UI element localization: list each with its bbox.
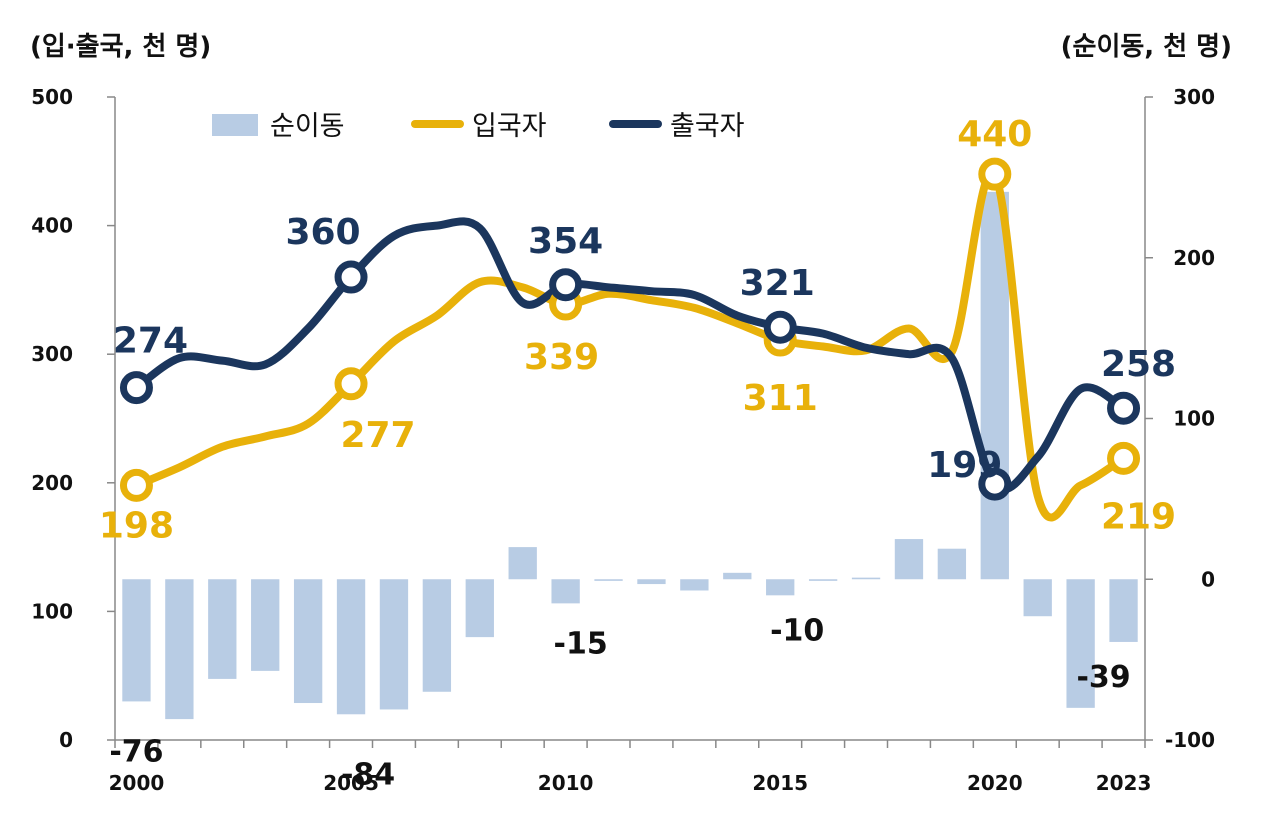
arrivals-label-2005: 277 [340,415,415,456]
net-bar-2023 [1109,579,1138,642]
arrivals-marker-2020 [978,157,1012,191]
x-tick-label: 2023 [1096,771,1152,795]
net-bar-2009 [508,547,537,580]
right-axis-unit-label: (순이동, 천 명) [1060,32,1232,62]
arrivals-marker-2005 [334,367,368,401]
right-tick-label: 0 [1201,567,1215,591]
departures-label-2023: 258 [1101,344,1176,385]
left-tick-label: 100 [31,599,73,623]
departures-marker-2010 [549,268,583,302]
arrivals-label-2015: 311 [743,378,818,419]
net-bar-2013 [680,579,709,591]
net-bar-2019 [937,548,967,580]
net-label-2010: -15 [554,626,608,661]
net-bar-2003 [251,579,280,671]
x-tick-label: 2000 [109,771,165,795]
x-tick-label: 2015 [752,771,808,795]
net-bar-2017 [851,577,881,580]
net-bar-2001 [165,579,194,720]
right-tick-label: 200 [1173,246,1215,270]
net-bar-2010 [551,579,580,604]
highlight-markers [119,157,1141,502]
arrivals-label-2020: 440 [957,114,1032,155]
legend: 순이동 입국자 출국자 [212,111,745,142]
net-bar-2012 [637,579,666,585]
departures-label-2005: 360 [285,212,360,253]
arrivals-label-2023: 219 [1101,496,1176,537]
left-axis-unit-label: (입·출국, 천 명) [30,32,212,62]
departures-marker-2005 [334,260,368,294]
arrivals-marker-2023 [1107,441,1141,475]
departures-marker-2020 [978,467,1012,501]
x-tick-label: 2005 [323,771,379,795]
net-bar-2005 [336,579,366,715]
net-bar-2018 [894,539,924,580]
net-bar-2011 [594,579,623,581]
departures-marker-2000 [119,371,153,405]
net-bar-2015 [766,579,795,596]
x-tick-label: 2020 [967,771,1023,795]
net-label-2015: -10 [770,613,824,648]
arrivals-label-2000: 198 [99,505,174,546]
legend-label-net: 순이동 [270,111,345,142]
legend-label-departures: 출국자 [670,111,745,142]
net-label-2000: -76 [109,734,163,769]
departures-label-2000: 274 [113,321,188,362]
departures-label-2010: 354 [528,221,603,262]
x-tick-label: 2010 [538,771,594,795]
right-tick-label: 100 [1173,407,1215,431]
right-tick-label: 300 [1173,85,1215,109]
net-bar-2008 [465,579,494,638]
net-bar-2007 [422,579,452,692]
net-bar-2022 [1066,579,1095,708]
departures-label-2020: 199 [927,445,1002,486]
net-bar-2006 [379,579,409,710]
net-bar-2016 [808,579,838,581]
left-tick-label: 500 [31,85,73,109]
net-bar-2021 [1023,579,1052,617]
legend-swatch-net [212,114,258,136]
right-tick-label: -100 [1165,728,1215,752]
left-tick-label: 400 [31,214,73,238]
left-tick-label: 200 [31,471,73,495]
left-tick-label: 300 [31,342,73,366]
net-bar-2004 [293,579,323,704]
legend-label-arrivals: 입국자 [472,111,547,142]
net-migration-bars [122,191,1138,720]
departures-line [132,217,1128,494]
arrivals-marker-2000 [119,468,153,502]
net-bar-2000 [122,579,151,702]
net-bar-2002 [208,579,237,679]
data-labels: 198 274 -76 277 360 -84 339 354 -15 311 321 -10 440 1… [99,114,1176,792]
departures-marker-2015 [763,310,797,344]
arrivals-label-2010: 339 [524,337,599,378]
departures-label-2015: 321 [740,263,815,304]
net-bar-2014 [723,572,752,580]
left-tick-label: 0 [59,728,73,752]
net-label-2005: -84 [341,757,395,792]
departures-marker-2023 [1107,391,1141,425]
chart-axes: 0 100 200 300 400 500 -100 0 100 200 300 2000 2005 20… [31,85,1215,795]
net-label-2023: -39 [1076,660,1130,695]
net-bar-2020 [980,191,1009,580]
